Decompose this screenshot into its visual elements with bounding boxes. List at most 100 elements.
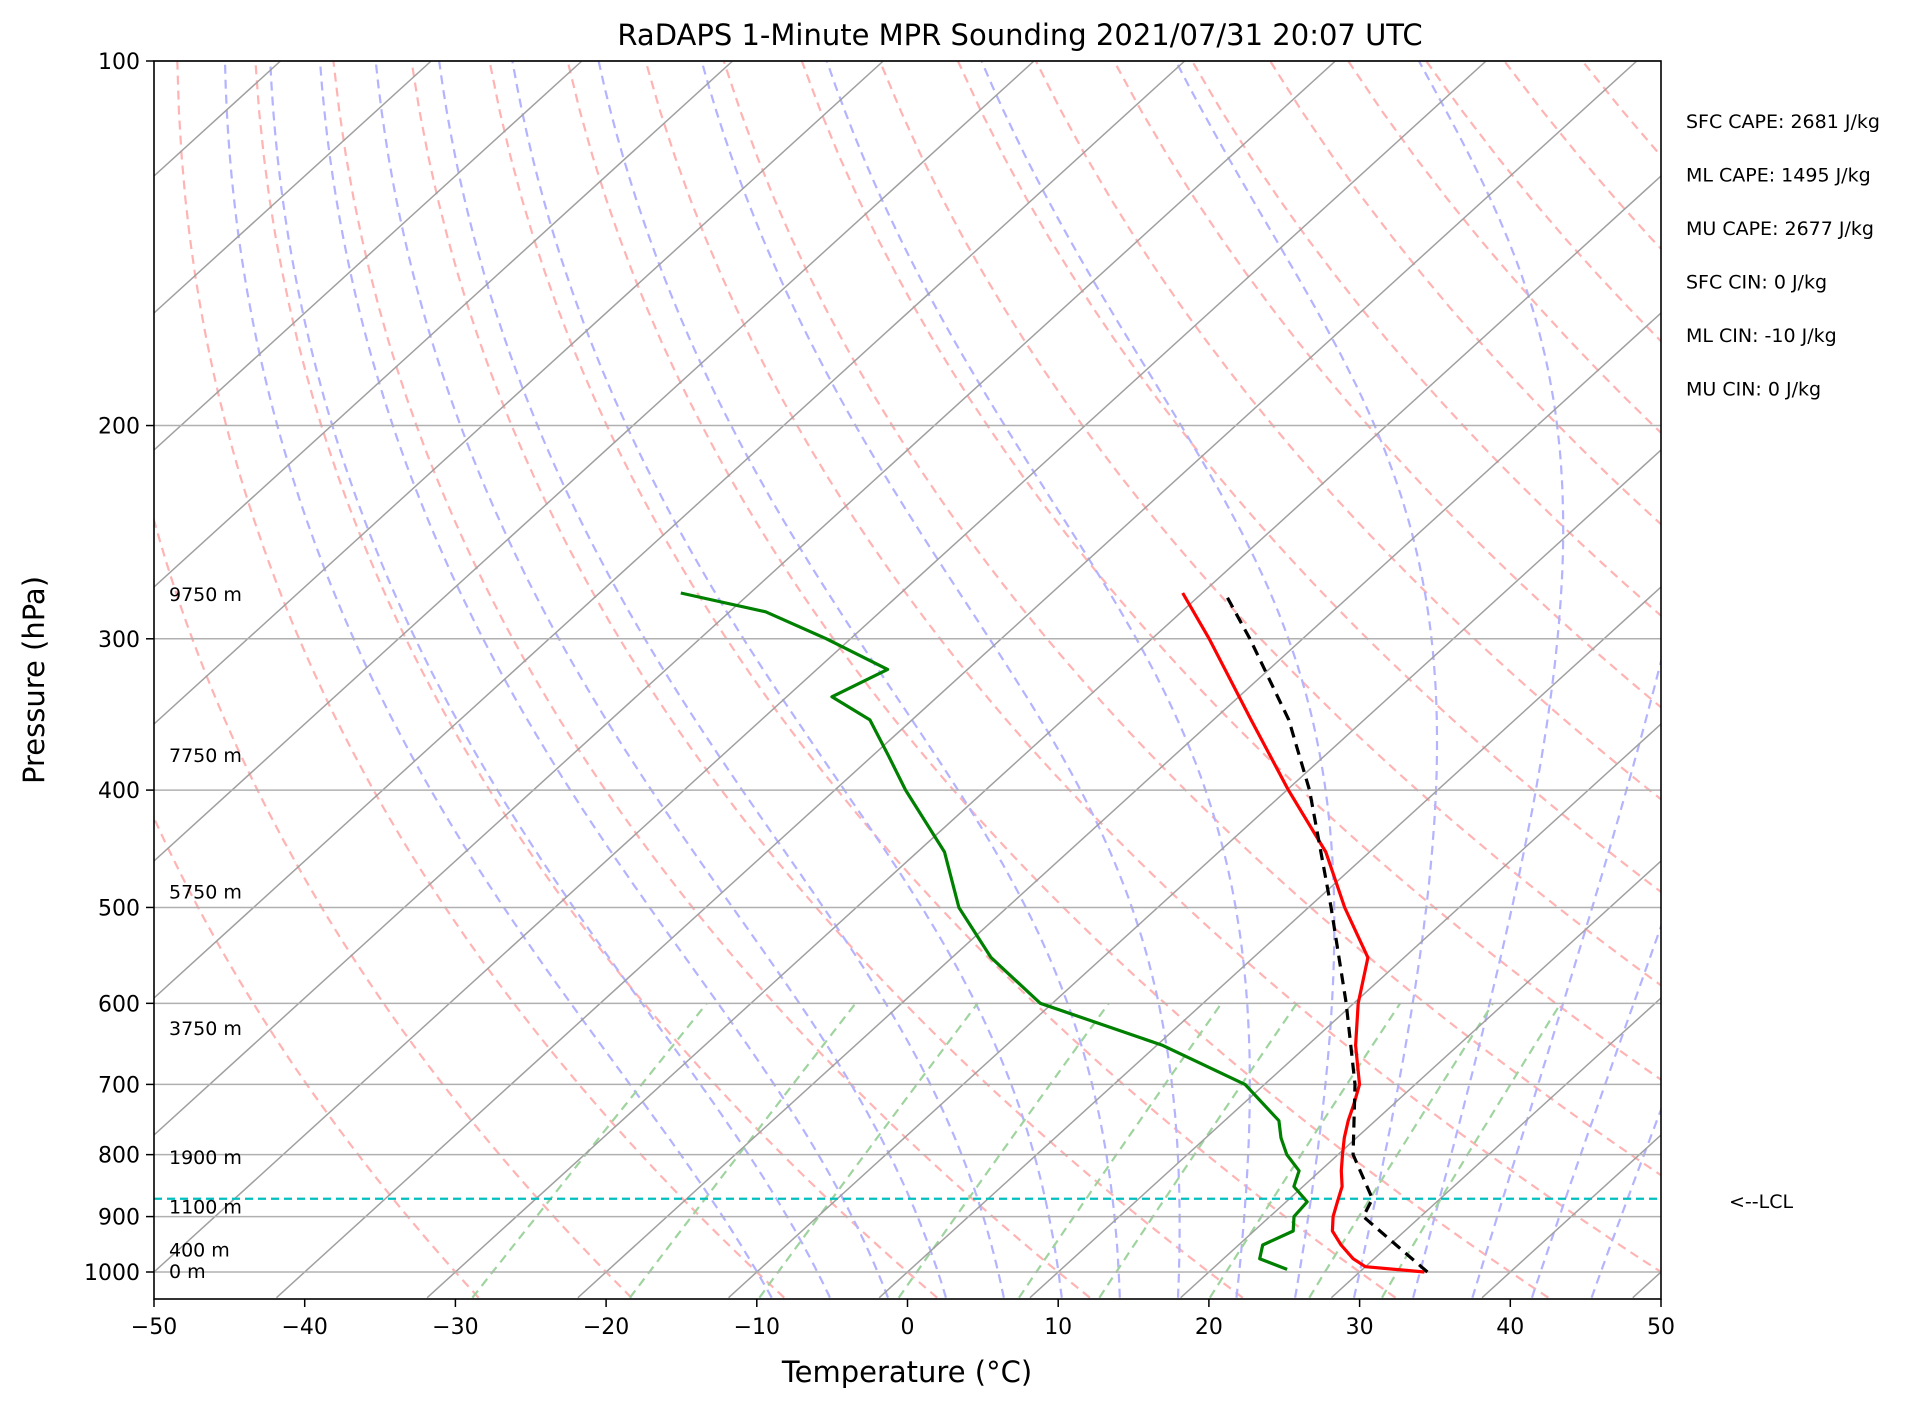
chart-title: RaDAPS 1-Minute MPR Sounding 2021/07/31 …	[617, 18, 1422, 52]
dry-adiabat-line	[1895, 61, 1925, 1298]
moist-adiabat-line	[374, 61, 947, 1298]
isotherm-line	[154, 61, 884, 726]
x-tick-label: −40	[281, 1315, 327, 1340]
isotherm-line	[154, 61, 1487, 1274]
sounding-data-layer	[154, 591, 1661, 1274]
moist-adiabat-line	[223, 61, 773, 1299]
x-tick-label: 10	[1044, 1315, 1072, 1340]
dry-adiabat-line	[410, 61, 1244, 1299]
moist-adiabat-line	[980, 61, 1336, 1298]
height-label: 1900 m	[169, 1147, 242, 1169]
x-tick-label: −10	[734, 1315, 780, 1340]
isotherm-line	[1330, 996, 1661, 1299]
height-label: 7750 m	[169, 745, 242, 767]
dry-adiabat-line	[1269, 61, 1661, 526]
x-tick-label: −30	[432, 1315, 478, 1340]
moist-adiabat-line	[1174, 61, 1439, 1298]
mixing-ratio-line	[897, 1002, 1110, 1299]
isotherm-line	[1180, 859, 1661, 1299]
y-tick-label: 900	[98, 1206, 140, 1231]
height-label: 3750 m	[169, 1018, 242, 1040]
dry-adiabat-line	[566, 61, 1549, 1299]
x-tick-label: 50	[1647, 1315, 1675, 1340]
dry-adiabat-line	[1817, 61, 1925, 1298]
y-tick-label: 100	[98, 50, 140, 75]
reference-lines-layer	[154, 61, 1925, 1299]
y-tick-label: 300	[98, 628, 140, 653]
y-tick-label: 1000	[84, 1261, 140, 1286]
dry-adiabat-line	[1347, 61, 1661, 435]
dry-adiabat-line	[1739, 61, 1925, 1298]
x-tick-label: 30	[1346, 1315, 1374, 1340]
y-tick-label: 400	[98, 779, 140, 804]
dry-adiabat-line	[1659, 61, 1661, 64]
y-tick-label: 800	[98, 1144, 140, 1169]
dewpoint-line	[680, 591, 1309, 1271]
dry-adiabat-line	[254, 61, 938, 1299]
x-tick-label: −50	[131, 1315, 177, 1340]
y-tick-label: 600	[98, 992, 140, 1017]
isotherm-line	[728, 448, 1661, 1299]
temperature-line	[1181, 592, 1425, 1274]
dry-adiabat-line	[488, 61, 1397, 1299]
x-tick-label: 40	[1496, 1315, 1524, 1340]
moist-adiabat-line	[318, 61, 890, 1299]
dry-adiabat-line	[1425, 61, 1661, 343]
mixing-ratio-line	[1018, 1002, 1223, 1299]
index-label: MU CAPE: 2677 J/kg	[1686, 218, 1874, 240]
y-axis-label: Pressure (hPa)	[17, 576, 51, 784]
isotherm-line	[275, 61, 1638, 1299]
x-axis-label: Temperature (°C)	[781, 1355, 1032, 1389]
moist-adiabat-line	[597, 61, 1121, 1298]
isotherm-line	[577, 311, 1661, 1299]
isotherm-line	[154, 61, 1035, 863]
moist-adiabat-line	[438, 61, 1005, 1298]
isotherm-line	[1481, 1133, 1661, 1299]
mixing-ratio-line	[758, 1002, 979, 1299]
index-label: SFC CAPE: 2681 J/kg	[1686, 111, 1880, 133]
moist-adiabat-line	[1412, 61, 1565, 1298]
mixing-ratio-line	[629, 1002, 857, 1299]
dry-adiabat-line	[1034, 61, 1661, 801]
height-label: 0 m	[169, 1261, 206, 1283]
index-label: MU CIN: 0 J/kg	[1686, 379, 1821, 401]
x-tick-label: 0	[901, 1315, 915, 1340]
isotherm-line	[1632, 1270, 1661, 1299]
mixing-ratio-line	[1098, 1002, 1298, 1299]
dry-adiabat-line	[154, 516, 633, 1299]
isotherm-line	[878, 585, 1661, 1299]
isotherm-line	[154, 61, 1186, 1000]
dry-adiabat-line	[956, 61, 1661, 894]
moist-adiabat-line	[511, 61, 1063, 1298]
x-tick-label: 20	[1195, 1315, 1223, 1340]
mixing-ratio-line	[471, 1002, 708, 1299]
dry-adiabat-line	[722, 61, 1661, 1177]
isotherm-line	[154, 61, 734, 589]
index-label: ML CIN: -10 J/kg	[1686, 325, 1837, 347]
dry-adiabat-line	[800, 61, 1661, 1082]
index-label: SFC CIN: 0 J/kg	[1686, 272, 1827, 294]
dry-adiabat-line	[1503, 61, 1661, 251]
dry-adiabat-line	[878, 61, 1661, 987]
height-label: 5750 m	[169, 882, 242, 904]
parcel-path-line	[1223, 592, 1429, 1274]
isotherm-line	[154, 61, 583, 452]
moist-adiabat-line	[1530, 923, 1661, 1299]
indices-panel: SFC CAPE: 2681 J/kg ML CAPE: 1495 J/kg MU …	[1686, 111, 1880, 401]
lcl-label: <--LCL	[1729, 1191, 1793, 1213]
mixing-ratio-line	[1208, 1002, 1402, 1299]
mixing-ratio-line	[1381, 1002, 1562, 1299]
dry-adiabat-line	[154, 815, 480, 1299]
height-label: 9750 m	[169, 584, 242, 606]
isotherm-line	[154, 61, 432, 315]
index-label: ML CAPE: 1495 J/kg	[1686, 165, 1871, 187]
moist-adiabat-line	[1471, 657, 1661, 1299]
dry-adiabat-line	[332, 61, 1091, 1299]
y-tick-label: 500	[98, 896, 140, 921]
height-label: 400 m	[169, 1240, 230, 1262]
isotherm-line	[1029, 722, 1661, 1299]
moist-adiabat-line	[825, 61, 1251, 1298]
y-tick-label: 700	[98, 1073, 140, 1098]
